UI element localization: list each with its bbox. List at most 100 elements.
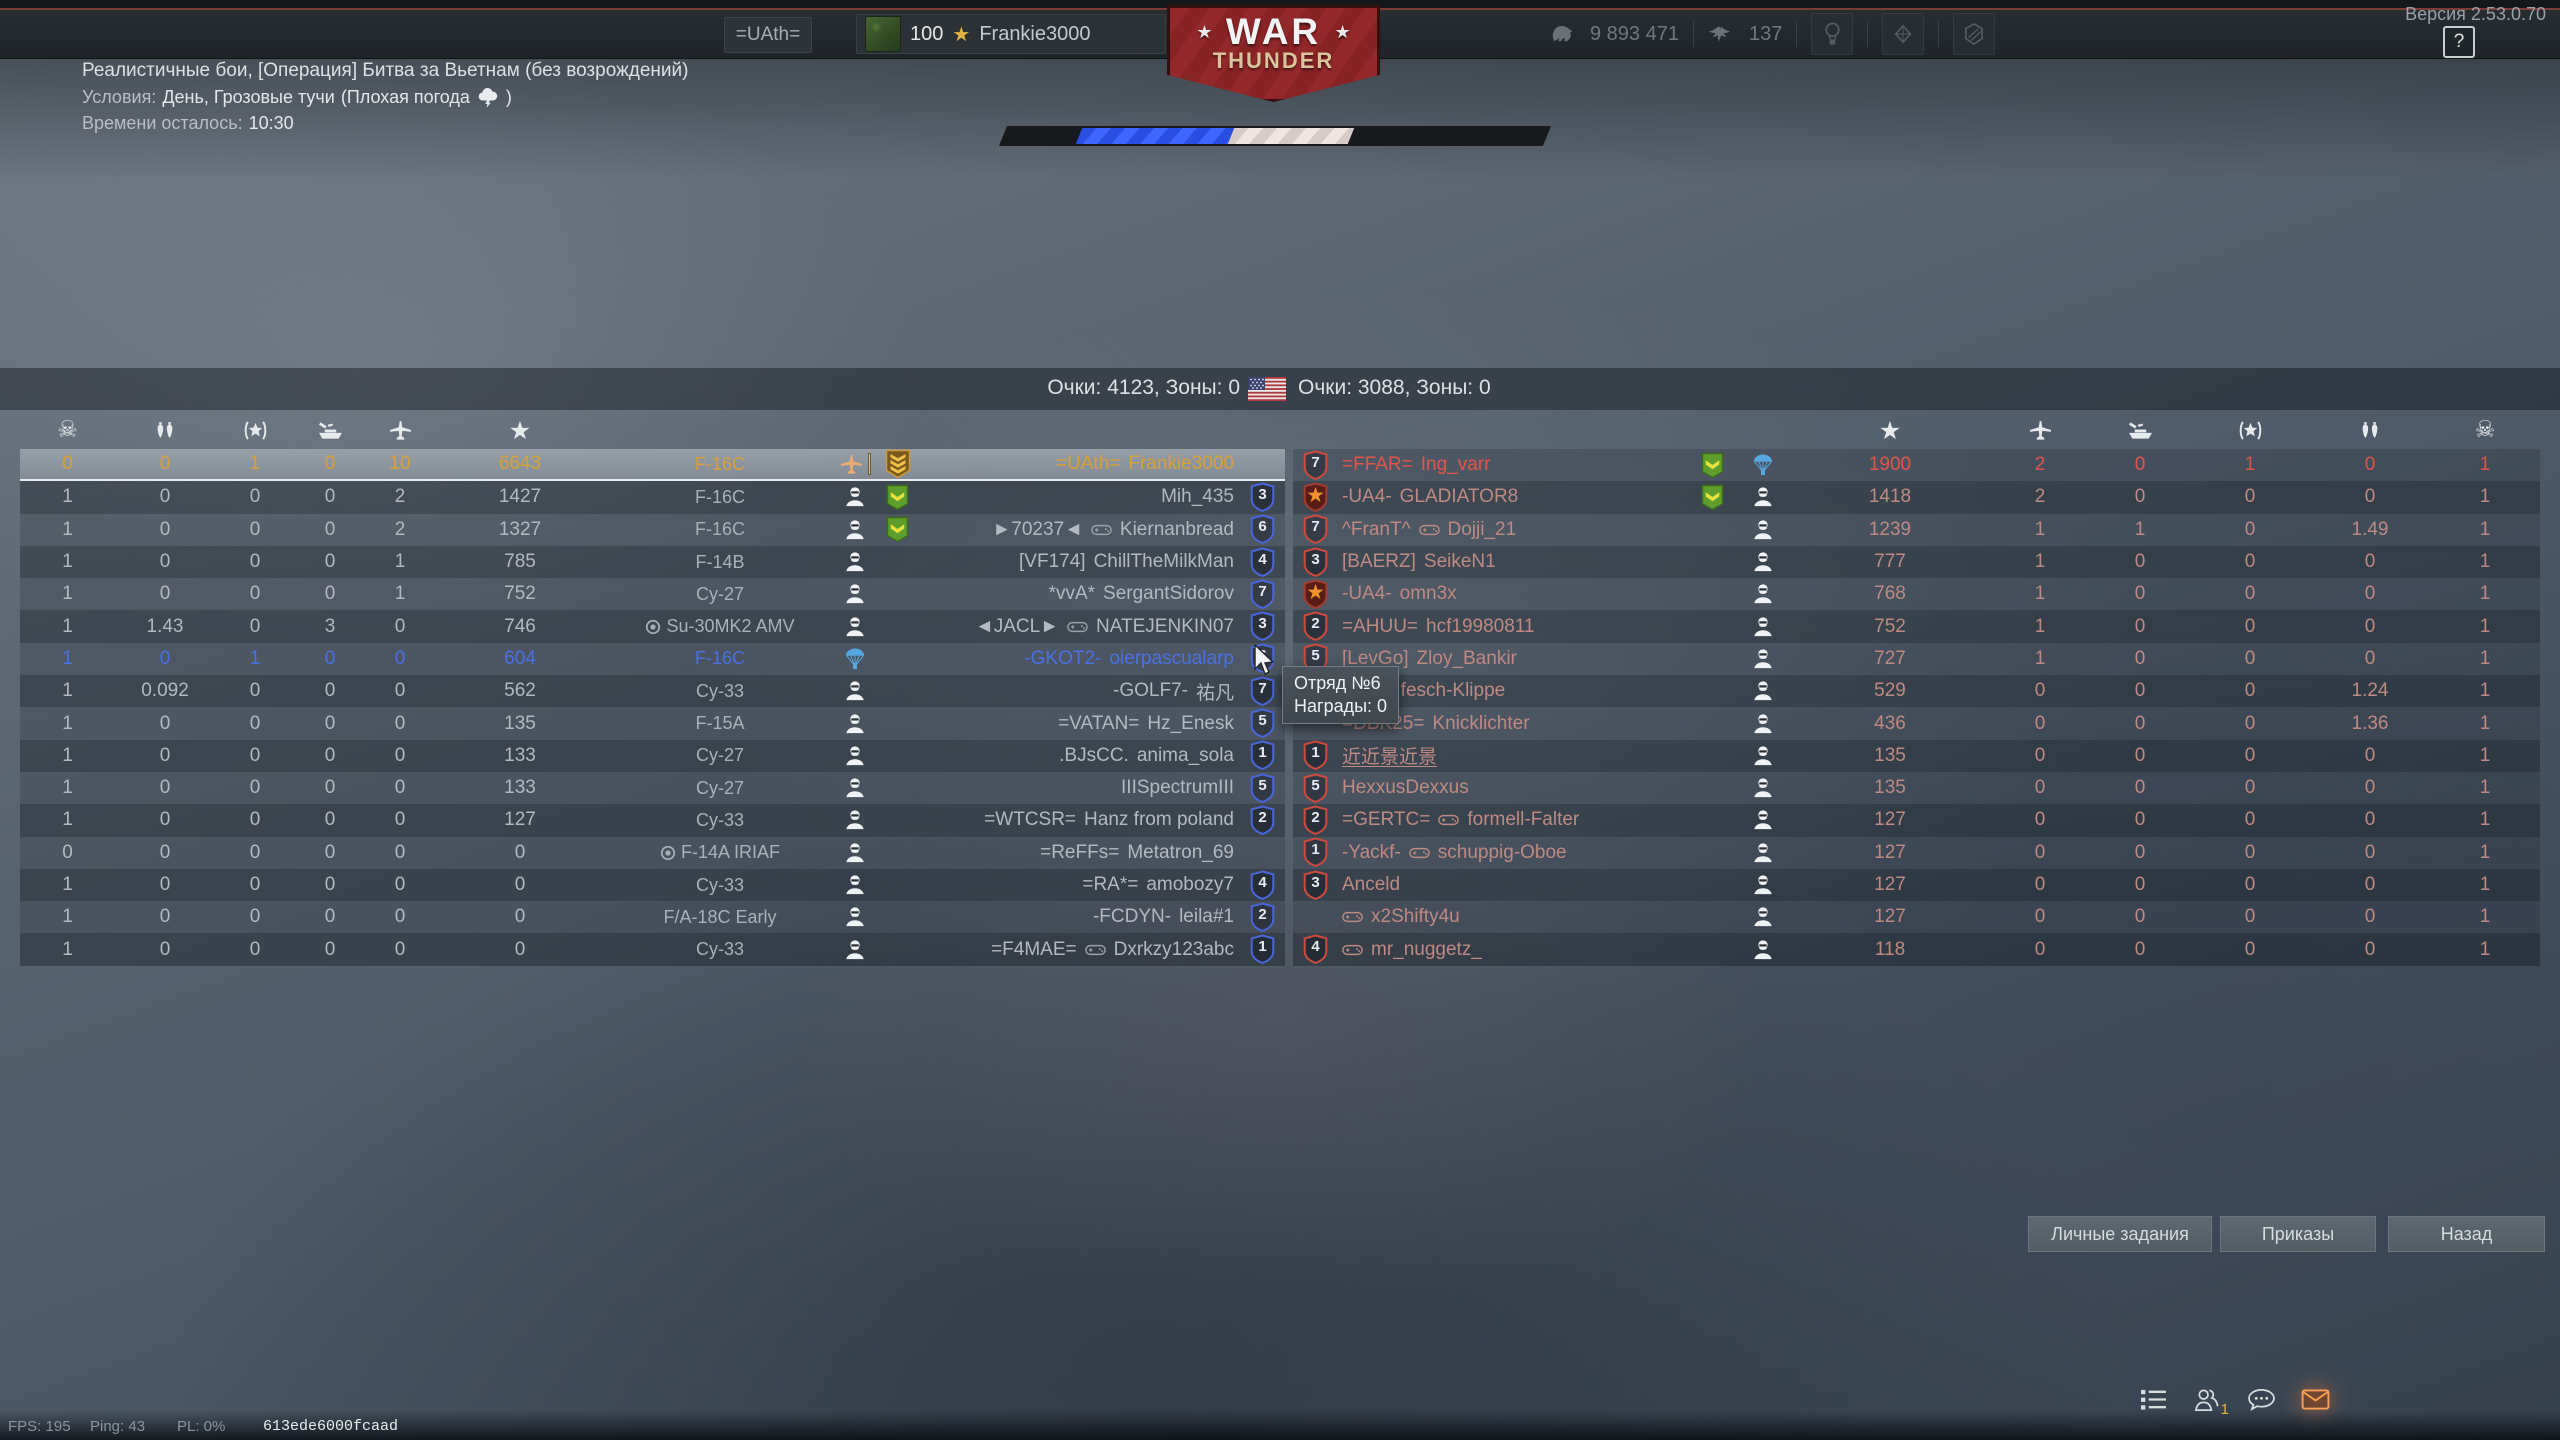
- stat-deaths: 1: [2479, 518, 2491, 540]
- stat-score: 1239: [1868, 518, 1912, 540]
- squad-number-badge[interactable]: 2: [1249, 902, 1276, 933]
- vehicle-name: F/A-18C Early: [663, 906, 777, 927]
- player-row[interactable]: 3 [BAERZ] SeikeN1 777 1 0 0 0 1: [1293, 545, 2540, 579]
- contacts-icon[interactable]: 1: [2192, 1384, 2229, 1418]
- squad-number-badge[interactable]: 3: [1302, 546, 1329, 578]
- us-flag-icon: [1248, 377, 1286, 401]
- squad-number-badge[interactable]: 6: [1249, 514, 1276, 545]
- player-name-cell: =UAth= Frankie3000: [920, 453, 1240, 475]
- squad-number-badge[interactable]: 7: [1249, 579, 1276, 610]
- player-card[interactable]: 100 ★ Frankie3000: [856, 14, 1166, 54]
- squad-number-badge[interactable]: 7: [1302, 450, 1329, 481]
- player-row[interactable]: ★ -UA4- GLADIATOR8 1418 2 0 0 0 1: [1293, 481, 2540, 514]
- stat-score: 1327: [498, 518, 542, 540]
- clan-tag-chip[interactable]: =UAth=: [724, 17, 812, 53]
- battle-log-icon[interactable]: [2138, 1384, 2168, 1414]
- player-row[interactable]: 4 mr_nuggetz_ 118 0 0 0 0 1: [1293, 933, 2540, 966]
- stat-score: 752: [1874, 615, 1906, 637]
- personal-tasks-button[interactable]: Личные задания: [2028, 1216, 2212, 1252]
- player-row[interactable]: 1 0 0 0 2 1327 F-16C ►70237◄ Kiernanbread 6: [20, 513, 1285, 546]
- player-row[interactable]: x2Shifty4u 127 0 0 0 0 1: [1293, 901, 2540, 934]
- squadron-star-badge[interactable]: ★: [1302, 482, 1329, 513]
- golden-eagles-amount[interactable]: 137: [1748, 22, 1783, 45]
- vehicle-cell: F-14A IRIAF: [605, 842, 835, 863]
- mail-notification-icon[interactable]: [2300, 1384, 2330, 1414]
- player-row[interactable]: 0 0 1 0 10 6643 F-16C =UAth= Frankie3000: [20, 449, 1285, 482]
- balloon-boost-icon[interactable]: [1811, 13, 1854, 55]
- battle-pass-icon[interactable]: [1953, 13, 1996, 55]
- orders-button[interactable]: Приказы: [2220, 1216, 2376, 1252]
- squad-number-badge[interactable]: 7: [1302, 514, 1329, 545]
- crystal-icon[interactable]: [1882, 13, 1925, 55]
- player-row[interactable]: 1 0 0 0 2 1427 F-16C Mih_435 3: [20, 481, 1285, 514]
- player-row[interactable]: 0 0 0 0 0 0 F-14A IRIAF =ReFFs= Metatron_69: [20, 836, 1285, 869]
- pilot-icon: [1752, 939, 1774, 961]
- player-row[interactable]: 1 0 0 0 1 785 F-14B [VF174] ChillTheMilkMan 4: [20, 545, 1285, 579]
- squad-number-badge[interactable]: 5: [1249, 773, 1276, 804]
- squad-number-badge[interactable]: 4: [1249, 869, 1276, 901]
- squad-number-badge[interactable]: 7: [1249, 676, 1276, 707]
- vehicle-cell: F-16C: [605, 454, 835, 475]
- player-row[interactable]: 2 =AHUU= hcf19980811 752 1 0 0 0 1: [1293, 610, 2540, 643]
- player-row[interactable]: 1 0.092 0 0 0 562 Су-33 -GOLF7- 祐凡 7: [20, 675, 1285, 708]
- squad-cell: 2: [1293, 611, 1338, 642]
- player-row[interactable]: 1 0 0 0 1 752 Су-27 *vvA* SergantSidorov 7: [20, 578, 1285, 611]
- player-row[interactable]: ★ -UA4- omn3x 768 1 0 0 0 1: [1293, 578, 2540, 611]
- squad-number-badge[interactable]: 2: [1302, 611, 1329, 642]
- stat-assists: 0: [249, 874, 261, 895]
- chat-icon[interactable]: [2246, 1384, 2276, 1414]
- stat-air-kills: 0: [394, 647, 406, 669]
- player-row[interactable]: 5 [LevGo] Zloy_Bankir 727 1 0 0 0 1: [1293, 642, 2540, 676]
- player-row[interactable]: 1 -Yackf-schuppig-Oboe 127 0 0 0 0 1: [1293, 836, 2540, 869]
- player-row[interactable]: 7 =FFAR= Ing_varr 1900 2 0 1 0 1: [1293, 449, 2540, 482]
- player-row[interactable]: 1 0 0 0 0 0 F/A-18C Early -FCDYN-leila#1 2: [20, 901, 1285, 934]
- flagpole: [867, 453, 871, 476]
- vehicle-name: F-14A IRIAF: [680, 842, 781, 863]
- player-row[interactable]: 3 Anceld 127 0 0 0 0 1: [1293, 868, 2540, 902]
- squad-cell: 1: [1240, 934, 1285, 965]
- player-row[interactable]: 1 近近景近景 135 0 0 0 0 1: [1293, 739, 2540, 772]
- silver-lions-amount[interactable]: 9 893 471: [1590, 22, 1679, 45]
- player-row[interactable]: 2 =GERTC= formell-Falter 127 0 0 0 0 1: [1293, 804, 2540, 837]
- squad-number-badge[interactable]: 4: [1302, 934, 1329, 965]
- nickname: GLADIATOR8: [1399, 486, 1519, 508]
- squad-number-badge[interactable]: 2: [1249, 805, 1276, 836]
- squad-number-badge[interactable]: 5: [1302, 773, 1329, 804]
- stat-naval-kills: 0: [324, 712, 336, 734]
- stat-assists: 0: [2244, 777, 2256, 799]
- squad-number-badge[interactable]: 1: [1249, 934, 1276, 965]
- squad-number-badge[interactable]: 5: [1249, 708, 1276, 739]
- status-cell: [1735, 939, 1790, 961]
- player-row[interactable]: 1 0 0 0 0 0 Су-33 =RA*= amobozy7 4: [20, 868, 1285, 902]
- back-button[interactable]: Назад: [2388, 1216, 2545, 1252]
- player-row[interactable]: 1 1.43 0 3 0 746 Su-30MK2 AMV ◄JACL► NATEJENKIN0…: [20, 610, 1285, 643]
- squad-number-badge[interactable]: 4: [1249, 546, 1276, 578]
- clan-tag: -FCDYN-: [1092, 906, 1172, 928]
- player-row[interactable]: 1 0 0 0 0 133 Су-27 .BJsCC. anima_sola 1: [20, 739, 1285, 772]
- stat-deaths: 1: [62, 583, 73, 605]
- player-row[interactable]: 7 ^FranT^ Dojji_21 1239 1 1 0 1.49 1: [1293, 513, 2540, 546]
- rank3-icon: [885, 449, 911, 479]
- squad-number-badge[interactable]: 1: [1302, 837, 1329, 868]
- clan-tag: =UAth=: [735, 24, 801, 45]
- squad-number-badge[interactable]: 1: [1302, 740, 1329, 771]
- squad-number-badge[interactable]: 3: [1249, 482, 1276, 513]
- stat-deaths: 1: [62, 680, 73, 702]
- stat-air-kills: 0: [2034, 680, 2046, 702]
- player-row[interactable]: 1 0 0 0 0 135 F-15A =VATAN= Hz_Enesk 5: [20, 707, 1285, 740]
- player-row[interactable]: 1 0 0 0 0 0 Су-33 =F4MAE= Dxrkzy123abc 1: [20, 933, 1285, 966]
- player-row[interactable]: 1 0 0 0 0 133 Су-27 IIISpectrumIII 5: [20, 771, 1285, 805]
- vehicle-cell: Су-27: [605, 778, 835, 799]
- squad-number-badge[interactable]: 3: [1249, 611, 1276, 642]
- squadron-star-badge[interactable]: ★: [1302, 579, 1329, 610]
- squad-number-badge[interactable]: 1: [1249, 740, 1276, 771]
- squad-number-badge[interactable]: 2: [1302, 805, 1329, 836]
- player-row[interactable]: 5 HexxusDexxus 135 0 0 0 0 1: [1293, 771, 2540, 805]
- squad-number-badge[interactable]: 3: [1302, 869, 1329, 901]
- help-button[interactable]: ?: [2443, 26, 2475, 58]
- player-row[interactable]: 1 0 0 0 0 127 Су-33 =WTCSR= Hanz from poland 2: [20, 804, 1285, 837]
- controller-icon: [1408, 846, 1430, 860]
